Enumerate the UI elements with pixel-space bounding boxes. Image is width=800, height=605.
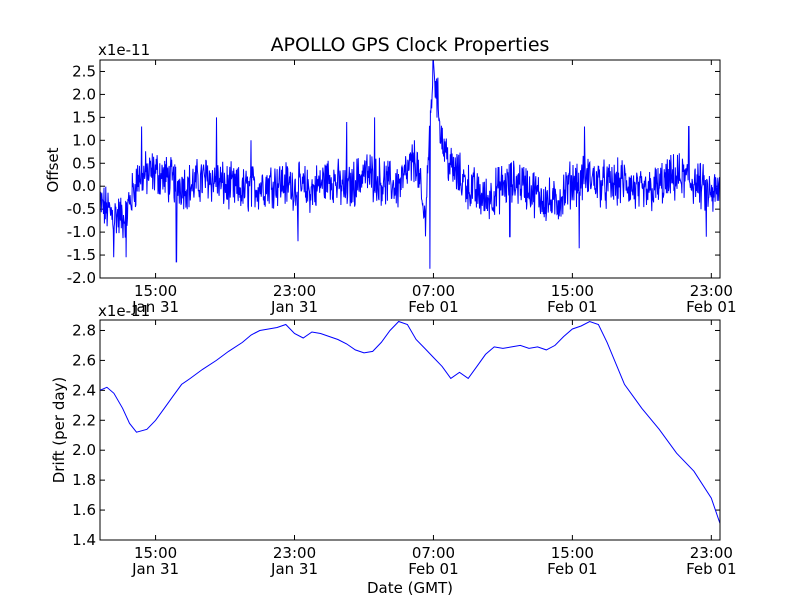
drift-x-tick-time: 23:00 bbox=[273, 544, 316, 562]
drift-y-tick-label: 1.8 bbox=[72, 471, 96, 489]
drift-y-tick-label: 2.8 bbox=[72, 321, 96, 339]
drift-x-tick-date: Feb 01 bbox=[408, 560, 458, 578]
drift-y-axis-label: Drift (per day) bbox=[50, 377, 68, 484]
offset-y-tick-label: 1.5 bbox=[72, 108, 96, 126]
offset-y-tick-label: 0.5 bbox=[72, 154, 96, 172]
drift-x-tick-date: Feb 01 bbox=[547, 560, 597, 578]
offset-x-tick-time: 15:00 bbox=[134, 282, 177, 300]
offset-y-axis-label: Offset bbox=[44, 147, 62, 192]
drift-y-tick-label: 2.6 bbox=[72, 351, 96, 369]
offset-y-tick-label: -0.5 bbox=[67, 200, 96, 218]
offset-x-tick-date: Feb 01 bbox=[408, 298, 458, 316]
drift-y-tick-label: 1.4 bbox=[72, 531, 96, 549]
drift-y-tick-label: 2.0 bbox=[72, 441, 96, 459]
drift-x-tick-time: 15:00 bbox=[551, 544, 594, 562]
offset-x-tick-date: Feb 01 bbox=[547, 298, 597, 316]
offset-x-tick-date: Feb 01 bbox=[686, 298, 736, 316]
drift-x-tick-date: Jan 31 bbox=[270, 560, 318, 578]
drift-series-line bbox=[100, 320, 720, 524]
offset-y-tick-label: -2.0 bbox=[67, 269, 96, 287]
offset-x-tick-date: Jan 31 bbox=[131, 298, 179, 316]
drift-x-tick-time: 07:00 bbox=[412, 544, 455, 562]
offset-series-line bbox=[100, 60, 720, 269]
drift-x-axis-label: Date (GMT) bbox=[367, 579, 453, 597]
drift-y-tick-label: 2.2 bbox=[72, 411, 96, 429]
offset-x-tick-time: 07:00 bbox=[412, 282, 455, 300]
drift-y-tick-label: 1.6 bbox=[72, 501, 96, 519]
drift-x-tick-time: 15:00 bbox=[134, 544, 177, 562]
offset-x-tick-time: 15:00 bbox=[551, 282, 594, 300]
offset-x-tick-time: 23:00 bbox=[690, 282, 733, 300]
offset-scale-label: x1e-11 bbox=[98, 41, 150, 59]
drift-x-tick-time: 23:00 bbox=[690, 544, 733, 562]
offset-panel: x1e-11 Offset -2.0 -1.5 -1.0 -0.5 0.0 0.5 1.0 1… bbox=[44, 41, 737, 316]
offset-x-tick-time: 23:00 bbox=[273, 282, 316, 300]
drift-panel: x1e-11 Drift (per day) Date (GMT) 1.4 1.6… bbox=[50, 302, 737, 597]
drift-scale-label: x1e-11 bbox=[98, 302, 150, 320]
figure-title: APOLLO GPS Clock Properties bbox=[271, 34, 550, 56]
offset-y-tick-label: 2.5 bbox=[72, 62, 96, 80]
offset-y-tick-label: -1.5 bbox=[67, 246, 96, 264]
drift-y-tick-label: 2.4 bbox=[72, 381, 96, 399]
offset-x-tick-date: Jan 31 bbox=[270, 298, 318, 316]
drift-plot-frame bbox=[99, 319, 721, 541]
drift-x-tick-date: Jan 31 bbox=[131, 560, 179, 578]
offset-y-tick-label: 2.0 bbox=[72, 85, 96, 103]
offset-y-tick-label: -1.0 bbox=[67, 223, 96, 241]
drift-x-tick-date: Feb 01 bbox=[686, 560, 736, 578]
offset-plot-frame bbox=[99, 59, 721, 279]
offset-y-tick-label: 0.0 bbox=[72, 177, 96, 195]
offset-y-tick-label: 1.0 bbox=[72, 131, 96, 149]
